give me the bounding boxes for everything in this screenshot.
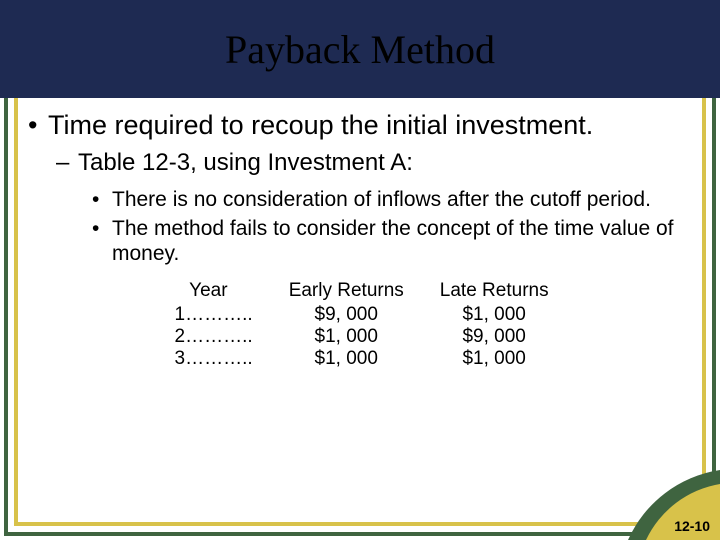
table-row: 3……….. $1, 000 $1, 000 bbox=[146, 348, 567, 370]
cell-year: 1……….. bbox=[146, 304, 271, 326]
col-header-year: Year bbox=[146, 280, 271, 304]
col-header-late: Late Returns bbox=[422, 280, 567, 304]
cell-early: $9, 000 bbox=[271, 304, 422, 326]
cell-late: $9, 000 bbox=[422, 326, 567, 348]
cell-year: 2……….. bbox=[146, 326, 271, 348]
table-row: 2……….. $1, 000 $9, 000 bbox=[146, 326, 567, 348]
bullet-level2: Table 12-3, using Investment A: bbox=[26, 149, 694, 177]
table-row: 1……….. $9, 000 $1, 000 bbox=[146, 304, 567, 326]
cell-year: 3……….. bbox=[146, 348, 271, 370]
slide-number: 12-10 bbox=[674, 518, 710, 534]
col-header-early: Early Returns bbox=[271, 280, 422, 304]
slide-title: Payback Method bbox=[225, 26, 495, 73]
title-bar: Payback Method bbox=[0, 0, 720, 98]
cell-late: $1, 000 bbox=[422, 348, 567, 370]
cell-early: $1, 000 bbox=[271, 348, 422, 370]
bullet-level3-b: The method fails to consider the concept… bbox=[26, 216, 694, 266]
table-header-row: Year Early Returns Late Returns bbox=[146, 280, 567, 304]
cell-late: $1, 000 bbox=[422, 304, 567, 326]
corner-decoration: 12-10 bbox=[580, 450, 720, 540]
content-area: Time required to recoup the initial inve… bbox=[26, 110, 694, 370]
bullet-level3-a: There is no consideration of inflows aft… bbox=[26, 187, 694, 212]
cell-early: $1, 000 bbox=[271, 326, 422, 348]
bullet-level1: Time required to recoup the initial inve… bbox=[26, 110, 694, 141]
returns-table: Year Early Returns Late Returns 1……….. $… bbox=[146, 280, 567, 370]
slide: Payback Method Time required to recoup t… bbox=[0, 0, 720, 540]
